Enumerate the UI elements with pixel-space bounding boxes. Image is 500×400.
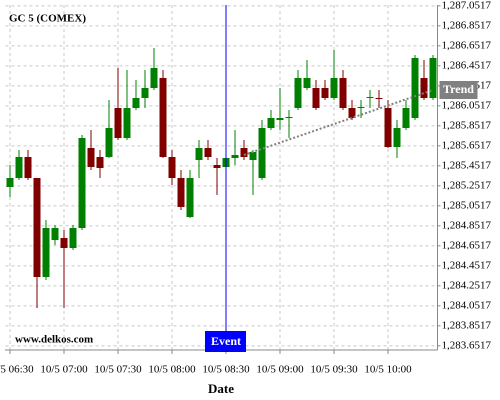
candle-body	[96, 157, 104, 168]
candle-body	[15, 157, 23, 178]
candle-body	[375, 98, 383, 99]
candle-body	[258, 128, 266, 178]
candle-body	[249, 152, 257, 160]
candle-body	[213, 165, 221, 168]
candle-body	[393, 128, 401, 147]
candle-body	[312, 88, 320, 108]
candle-body	[150, 68, 158, 88]
candle-body	[384, 108, 392, 147]
candle-body	[24, 157, 32, 178]
y-tick-label: 1,284.2517	[442, 279, 492, 291]
y-tick-label: 1,283.8517	[442, 319, 492, 331]
candle-body	[420, 78, 428, 98]
candle-body	[123, 108, 131, 138]
candle-body	[159, 78, 167, 157]
candle-body	[267, 118, 275, 128]
x-axis-title: Date	[208, 381, 234, 396]
trend-line	[243, 89, 434, 156]
y-tick-label: 1,285.6517	[442, 139, 492, 151]
candle-body	[195, 148, 203, 160]
x-tick-label: 10/5 09:00	[256, 364, 304, 376]
candle-body	[6, 178, 14, 187]
candle-body	[33, 178, 41, 277]
trend-label: Trend	[443, 82, 474, 96]
candle-body	[42, 228, 50, 277]
candle-body	[51, 228, 59, 240]
y-tick-label: 1,284.0517	[442, 299, 492, 311]
y-tick-label: 1,285.0517	[442, 199, 492, 211]
candle-body	[339, 78, 347, 108]
y-tick-label: 1,286.4517	[442, 59, 492, 71]
candle-body	[276, 118, 284, 120]
grid	[5, 5, 438, 350]
event-label-box	[205, 331, 246, 352]
candle-body	[294, 78, 302, 108]
y-tick-label: 1,285.4517	[442, 159, 492, 171]
x-tick-label: 10/5 10:00	[364, 364, 412, 376]
marks	[6, 48, 437, 308]
candle-body	[141, 88, 149, 98]
candle-body	[105, 128, 113, 157]
chart-title: GC 5 (COMEX)	[9, 13, 86, 25]
watermark: www.delkos.com	[15, 334, 93, 346]
y-tick-label: 1,286.6517	[442, 39, 492, 51]
y-tick-label: 1,284.6517	[442, 239, 492, 251]
candle-body	[303, 78, 311, 88]
y-tick-label: 1,284.4517	[442, 259, 492, 271]
candle-body	[285, 117, 293, 118]
candle-body	[69, 228, 77, 248]
x-tick-label: 10/5 08:30	[202, 364, 250, 376]
y-tick-label: 1,285.8517	[442, 119, 492, 131]
x-tick-label: 10/5 07:00	[40, 364, 88, 376]
x-tick-label: 10/5 08:00	[148, 364, 196, 376]
candle-body	[366, 97, 374, 98]
candle-body	[168, 157, 176, 178]
candle-body	[429, 58, 437, 98]
candle-body	[240, 148, 248, 157]
candle-body	[114, 108, 122, 138]
y-tick-label: 1,287.0517	[442, 0, 492, 11]
candle-body	[186, 178, 194, 217]
y-tick-label: 1,286.8517	[442, 19, 492, 31]
candle-body	[411, 58, 419, 118]
candle-body	[78, 138, 86, 228]
candle-body	[330, 78, 338, 98]
candle-body	[321, 88, 329, 98]
y-tick-label: 1,284.8517	[442, 219, 492, 231]
y-tick-label: 1,286.0517	[442, 99, 492, 111]
x-tick-label: 10/5 09:30	[310, 364, 358, 376]
x-tick-label: 10/5 06:30	[0, 364, 34, 376]
candle-body	[231, 155, 239, 158]
y-tick-label: 1,283.6517	[442, 339, 492, 351]
candle-body	[204, 148, 212, 157]
candle-body	[60, 238, 68, 248]
x-tick-label: 10/5 07:30	[94, 364, 142, 376]
candle-body	[402, 108, 410, 128]
trend-label-box	[439, 81, 478, 99]
candle-body	[132, 98, 140, 108]
candle-body	[87, 148, 95, 167]
candle-body	[177, 178, 185, 207]
candle-body	[348, 108, 356, 118]
candle-body	[357, 107, 365, 108]
y-tick-label: 1,285.2517	[442, 179, 492, 191]
event-label: Event	[211, 334, 241, 348]
